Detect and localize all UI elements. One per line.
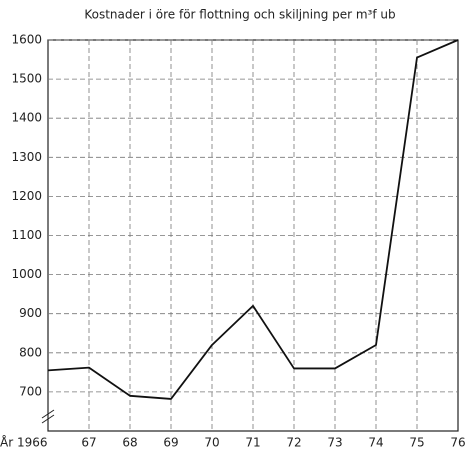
y-tick-label: 1400 bbox=[11, 111, 42, 125]
y-tick-label: 900 bbox=[19, 306, 42, 320]
x-tick-label: 67 bbox=[81, 436, 96, 450]
chart-title: Kostnader i öre för flottning och skiljn… bbox=[84, 8, 395, 22]
y-tick-label: 1200 bbox=[11, 189, 42, 203]
y-tick-label: 1100 bbox=[11, 228, 42, 242]
data-line bbox=[47, 39, 459, 400]
x-tick-label: 72 bbox=[286, 436, 301, 450]
y-tick-label: 800 bbox=[19, 345, 42, 359]
x-tick-label: År 1966 bbox=[0, 435, 48, 450]
x-tick-label: 70 bbox=[204, 436, 219, 450]
x-tick-label: 69 bbox=[163, 436, 178, 450]
axis-break bbox=[41, 409, 55, 424]
x-tick-label: 74 bbox=[368, 436, 383, 450]
x-tick-label: 68 bbox=[122, 436, 137, 450]
x-tick-label: 76 bbox=[450, 436, 465, 450]
y-tick-label: 1300 bbox=[11, 150, 42, 164]
x-tick-label: 75 bbox=[409, 436, 424, 450]
x-tick-label: 71 bbox=[245, 436, 260, 450]
y-tick-label: 700 bbox=[19, 384, 42, 398]
x-tick-label: 73 bbox=[327, 436, 342, 450]
y-tick-label: 1000 bbox=[11, 267, 42, 281]
y-tick-label: 1500 bbox=[11, 72, 42, 86]
y-tick-label: 1600 bbox=[11, 33, 42, 47]
